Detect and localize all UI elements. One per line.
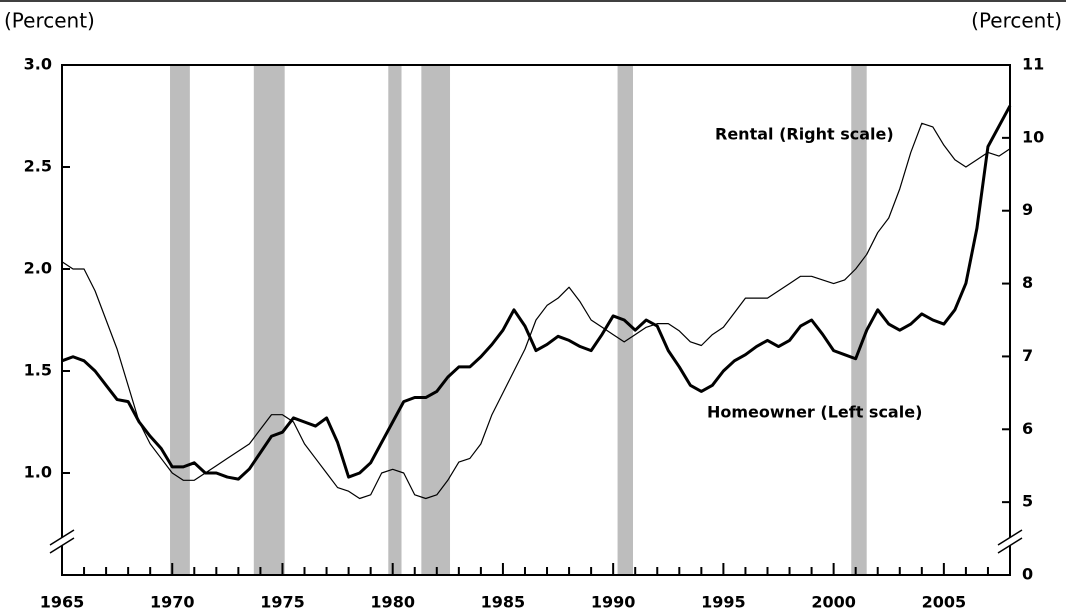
x-tick-label: 1990 <box>591 593 636 612</box>
x-tick-label: 2000 <box>811 593 856 612</box>
x-tick-label: 1980 <box>370 593 415 612</box>
x-tick-label: 1985 <box>481 593 526 612</box>
x-tick-label: 1995 <box>701 593 746 612</box>
recession-band <box>170 65 190 575</box>
y2-tick-label: 5 <box>1022 492 1033 511</box>
y2-tick-label: 11 <box>1022 55 1044 74</box>
y-tick-label: 2.0 <box>24 259 52 278</box>
recession-band <box>254 65 285 575</box>
left-axis-label: (Percent) <box>4 9 95 33</box>
x-tick-label: 2005 <box>922 593 967 612</box>
x-tick-label: 1965 <box>40 593 85 612</box>
y2-tick-label: 7 <box>1022 346 1033 365</box>
recession-band <box>388 65 401 575</box>
y-tick-label: 2.5 <box>24 157 52 176</box>
y-tick-label: 3.0 <box>24 55 52 74</box>
y2-tick-label: 6 <box>1022 419 1033 438</box>
chart: (Percent) (Percent) Rental (Right scale)… <box>0 0 1066 616</box>
series-line <box>62 123 1010 498</box>
right-axis-label: (Percent) <box>971 9 1062 33</box>
annotation: Homeowner (Left scale) <box>707 403 922 422</box>
y2-tick-label: 10 <box>1022 127 1044 146</box>
y2-tick-label: 8 <box>1022 273 1033 292</box>
x-tick-label: 1975 <box>260 593 305 612</box>
y2-tick-label: 9 <box>1022 200 1033 219</box>
y2-tick-label: 0 <box>1022 565 1033 584</box>
y-tick-label: 1.5 <box>24 361 52 380</box>
annotation: Rental (Right scale) <box>715 125 894 144</box>
y-tick-label: 1.0 <box>24 463 52 482</box>
axis-break <box>50 530 1022 553</box>
x-tick-label: 1970 <box>150 593 195 612</box>
series-line <box>62 106 1010 479</box>
